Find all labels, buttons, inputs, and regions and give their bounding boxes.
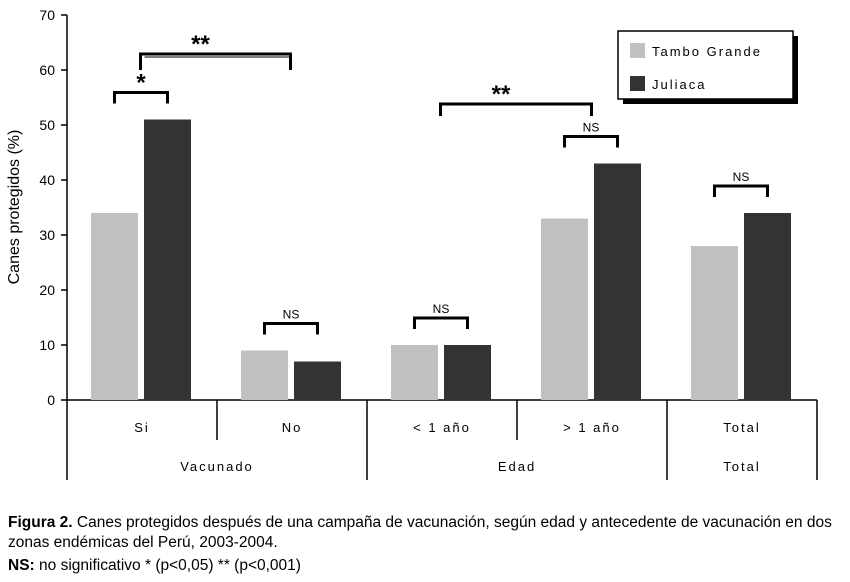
bar-0-2 — [391, 345, 438, 400]
significance-label: NS — [433, 302, 450, 316]
significance-label: NS — [733, 170, 750, 184]
significance-note: NS: no significativo * (p<0,05) ** (p<0,… — [8, 556, 848, 576]
y-tick-label: 50 — [39, 117, 55, 133]
bar-1-0 — [144, 119, 191, 400]
significance-bracket — [439, 102, 593, 116]
y-tick-label: 10 — [39, 337, 55, 353]
bar-1-1 — [294, 361, 341, 400]
legend-swatch — [630, 76, 645, 91]
figure-label: Figura 2. — [8, 514, 73, 531]
bar-0-1 — [241, 350, 288, 400]
significance-label: * — [136, 70, 146, 97]
significance-label: NS — [283, 308, 300, 322]
figure-caption: Figura 2. Canes protegidos después de un… — [8, 513, 848, 553]
category-label: Total — [723, 420, 760, 435]
significance-bracket — [113, 91, 169, 104]
ns-label: NS: — [8, 557, 35, 574]
category-label: Si — [134, 420, 150, 435]
figure-text: Canes protegidos después de una campaña … — [8, 514, 832, 551]
bar-0-4 — [691, 246, 738, 400]
significance-label: ** — [191, 31, 210, 58]
ns-text: no significativo * (p<0,05) ** (p<0,001) — [39, 557, 301, 574]
category-label: No — [282, 420, 303, 435]
bar-chart: 0 10 20 30 40 50 60 70 Canes protegidos (%) Si No <… — [6, 7, 818, 480]
bar-0-3 — [541, 218, 588, 400]
category-label: > 1 año — [563, 420, 621, 435]
significance-label: ** — [492, 81, 511, 108]
y-axis-title: Canes protegidos (%) — [6, 130, 23, 285]
significance-bracket — [413, 316, 469, 329]
group-label: Total — [723, 459, 760, 474]
legend-label: Tambo Grande — [652, 44, 762, 59]
group-label: Edad — [498, 459, 536, 474]
y-tick-label: 20 — [39, 282, 55, 298]
y-tick-label: 0 — [47, 392, 55, 408]
legend-box — [617, 30, 794, 100]
bar-1-2 — [444, 345, 491, 400]
legend-label: Juliaca — [652, 77, 706, 92]
y-tick-label: 70 — [39, 7, 55, 23]
group-label: Vacunado — [180, 459, 254, 474]
significance-bracket — [713, 184, 769, 197]
significance-label: NS — [583, 121, 600, 135]
significance-bracket — [263, 322, 319, 335]
y-tick-label: 30 — [39, 227, 55, 243]
y-tick-label: 40 — [39, 172, 55, 188]
significance-bracket — [139, 52, 292, 70]
bar-0-0 — [91, 213, 138, 400]
category-label: < 1 año — [413, 420, 471, 435]
significance-bracket — [563, 135, 619, 148]
y-tick-label: 60 — [39, 62, 55, 78]
legend-swatch — [630, 43, 645, 58]
bar-1-4 — [744, 213, 791, 400]
bar-1-3 — [594, 163, 641, 400]
